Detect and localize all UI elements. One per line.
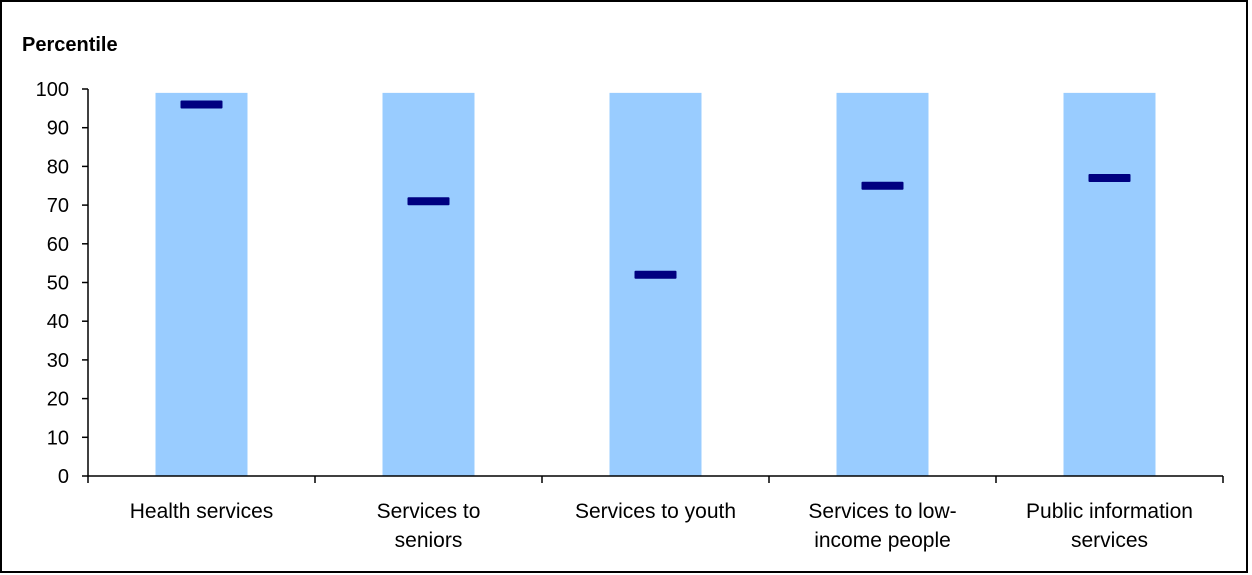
category-label: Services to seniors [377, 500, 481, 552]
bars [155, 92, 1156, 477]
category-label: Health services [130, 500, 274, 523]
category-label: Services to low-income people [808, 500, 956, 552]
category-labels: Health services Services to seniors Service… [130, 500, 1193, 552]
y-tick-label: 10 [47, 427, 69, 449]
y-tick-label: 70 [47, 195, 69, 217]
marker [861, 181, 904, 190]
y-tick-label: 50 [47, 273, 69, 295]
bar [836, 92, 929, 477]
y-tick-label: 20 [47, 389, 69, 411]
markers [180, 100, 1131, 279]
y-tick-label: 30 [47, 350, 69, 372]
y-tick-label: 80 [47, 156, 69, 178]
category-label: Services to youth [575, 500, 736, 523]
bar [1063, 92, 1156, 477]
y-tick-label: 40 [47, 311, 69, 333]
marker [180, 100, 223, 109]
category-label: Public information services [1026, 500, 1193, 552]
marker [634, 270, 677, 279]
marker [1088, 174, 1131, 183]
axes [87, 89, 1224, 483]
y-axis-title: Percentile [22, 34, 118, 56]
y-tick-label: 60 [47, 234, 69, 256]
y-tick-label: 0 [58, 466, 69, 488]
marker [407, 197, 450, 206]
y-axis-ticks: 0 10 20 30 40 50 60 70 80 90 100 [36, 79, 88, 488]
bar [155, 92, 248, 477]
bar [609, 92, 702, 477]
bar [382, 92, 475, 477]
y-tick-label: 100 [36, 79, 69, 101]
y-tick-label: 90 [47, 118, 69, 140]
